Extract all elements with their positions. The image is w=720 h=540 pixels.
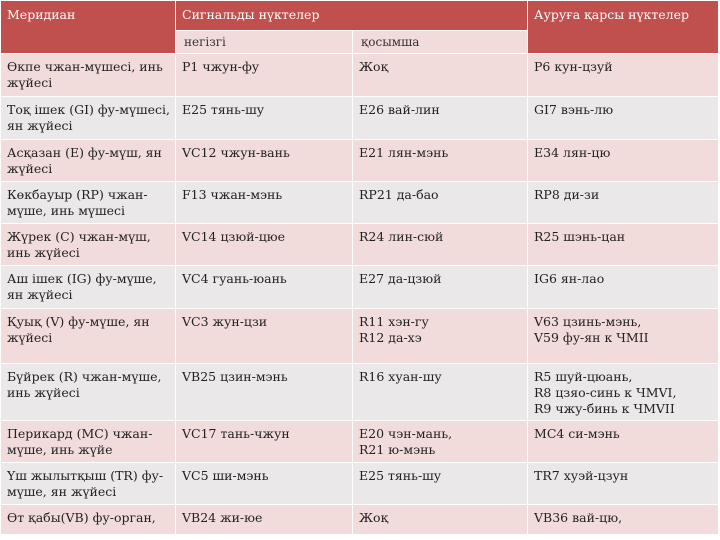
cell-additional-point: E25 тянь-шу [351,462,529,505]
table-row: Көкбауыр (RP) чжан-мүше, инь мүшесі F13 ч… [0,181,720,224]
cell-pain-points: IG6 ян-лао [527,265,720,309]
cell-meridian: Аш ішек (IG) фу-мүше, ян жүйесі [0,265,176,309]
cell-main-point: VC14 цзюй-цюе [175,223,353,266]
cell-meridian: Перикард (MC) чжан-мүше, инь жүйе [0,420,176,463]
pain-point-line: P6 кун-цзуй [534,59,613,74]
table-row: Перикард (MC) чжан-мүше, инь жүйе VC17 та… [0,420,720,463]
cell-pain-points: R25 шэнь-цан [527,223,720,266]
cell-pain-points: VB36 вай-цю, [527,504,720,535]
pain-point-line: RP8 ди-зи [534,187,600,202]
table-row: Өт қабы(VB) фу-орган, VB24 жи-юе Жоқ VB36 в… [0,504,720,535]
pain-point-line: MC4 си-мэнь [534,426,620,441]
cell-main-point: VC17 тань-чжун [175,420,353,463]
cell-main-point: VC12 чжун-вань [175,139,353,182]
cell-meridian: Қуық (V) фу-мүше, ян жүйесі [0,308,176,364]
cell-additional-point: E26 вай-лин [351,96,529,140]
cell-additional-point: Жоқ [351,53,529,97]
cell-meridian: Үш жылытқыш (TR) фу-мүше, ян жүйесі [0,462,176,505]
cell-main-point: P1 чжун-фу [175,53,353,97]
cell-pain-points: P6 кун-цзуй [527,53,720,97]
pain-point-line: V59 фу-ян к ЧМII [534,330,649,345]
table-row: Асқазан (E) фу-мүш, ян жүйесі VC12 чжун-в… [0,139,720,182]
cell-additional-point: Жоқ [351,504,529,535]
cell-pain-points: RP8 ди-зи [527,181,720,224]
table-body: Өкпе чжан-мүшесі, инь жүйесі P1 чжун-фу Жо… [0,53,720,535]
pain-point-line: TR7 хуэй-цзун [534,468,629,483]
header-main: негізгі [175,30,353,54]
header-pain-points: Ауруға қарсы нүктелер [527,0,720,54]
cell-additional-point: E27 да-цзюй [351,265,529,309]
pain-point-line: GI7 вэнь-лю [534,102,614,117]
table-row: Өкпе чжан-мүшесі, инь жүйесі P1 чжун-фу Жо… [0,53,720,97]
cell-main-point: VC4 гуань-юань [175,265,353,309]
cell-additional-point: R24 лин-сюй [351,223,529,266]
cell-pain-points: MC4 си-мэнь [527,420,720,463]
cell-additional-point: RP21 да-бао [351,181,529,224]
cell-pain-points: TR7 хуэй-цзун [527,462,720,505]
pain-point-line: E34 лян-цю [534,145,611,160]
cell-meridian: Көкбауыр (RP) чжан-мүше, инь мүшесі [0,181,176,224]
table-row: Тоқ ішек (GI) фу-мүшесі, ян жүйесі E25 тя… [0,96,720,140]
cell-main-point: F13 чжан-мэнь [175,181,353,224]
pain-point-line: R5 шуй-цюань, [534,369,633,384]
table-row: Үш жылытқыш (TR) фу-мүше, ян жүйесі VC5 ш… [0,462,720,505]
cell-meridian: Өт қабы(VB) фу-орган, [0,504,176,535]
table-row: Жүрек (C) чжан-мүш, инь жүйесі VC14 цзюй-… [0,223,720,266]
header-signal-points: Сигнальды нүктелер [174,0,529,31]
cell-meridian: Бүйрек (R) чжан-мүше, инь жүйесі [0,363,176,421]
table-row: Бүйрек (R) чжан-мүше, инь жүйесі VB25 цзи… [0,363,720,421]
cell-meridian: Асқазан (E) фу-мүш, ян жүйесі [0,139,176,182]
pain-point-line: R25 шэнь-цан [534,229,626,244]
cell-main-point: VC5 ши-мэнь [175,462,353,505]
cell-additional-point: R16 хуан-шу [351,363,529,421]
cell-meridian: Тоқ ішек (GI) фу-мүшесі, ян жүйесі [0,96,176,140]
header-additional: қосымша [351,30,529,54]
cell-pain-points: R5 шуй-цюань, R8 цзяо-синь к ЧМVI, R9 чжу-… [527,363,720,421]
cell-pain-points: GI7 вэнь-лю [527,96,720,140]
cell-main-point: VC3 жун-цзи [175,308,353,364]
cell-meridian: Өкпе чжан-мүшесі, инь жүйесі [0,53,176,97]
pain-point-line: V63 цзинь-мэнь, [534,314,642,329]
cell-main-point: E25 тянь-шу [175,96,353,140]
pain-point-line: IG6 ян-лао [534,271,605,286]
cell-additional-point: R11 хэн-гу R12 да-хэ [351,308,529,364]
cell-additional-point: E21 лян-мэнь [351,139,529,182]
header-meridian: Меридиан [0,0,176,54]
pain-point-line: VB36 вай-цю, [534,510,623,525]
cell-main-point: VB24 жи-юе [175,504,353,535]
cell-additional-point: E20 чэн-мань, R21 ю-мэнь [351,420,529,463]
pain-point-line: R8 цзяо-синь к ЧМVI, [534,385,677,400]
cell-pain-points: V63 цзинь-мэнь, V59 фу-ян к ЧМII [527,308,720,364]
cell-meridian: Жүрек (C) чжан-мүш, инь жүйесі [0,223,176,266]
table-row: Қуық (V) фу-мүше, ян жүйесі VC3 жун-цзи R1… [0,308,720,364]
table-row: Аш ішек (IG) фу-мүше, ян жүйесі VC4 гуань… [0,265,720,309]
pain-point-line: R9 чжу-бинь к ЧМVII [534,401,675,416]
cell-main-point: VB25 цзин-мэнь [175,363,353,421]
cell-pain-points: E34 лян-цю [527,139,720,182]
